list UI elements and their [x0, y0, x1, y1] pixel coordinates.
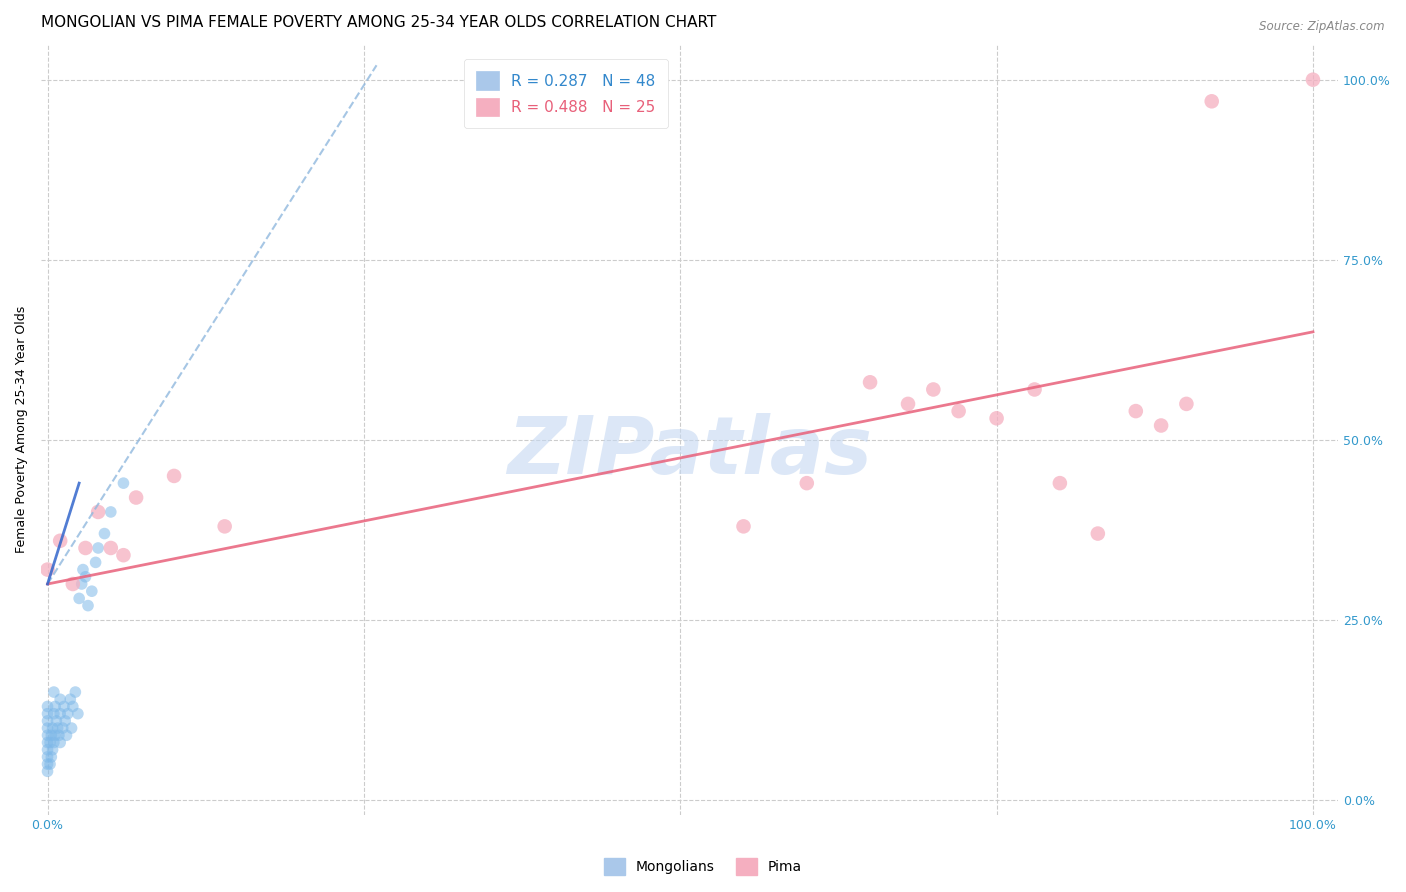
Point — [55, 728, 77, 742]
Point — [87, 541, 110, 555]
Point — [42, 685, 65, 699]
Point — [37, 750, 59, 764]
Point — [87, 505, 110, 519]
Point — [897, 397, 920, 411]
Point — [100, 541, 122, 555]
Point — [948, 404, 970, 418]
Point — [37, 764, 59, 779]
Point — [84, 555, 107, 569]
Point — [1125, 404, 1147, 418]
Point — [37, 742, 59, 756]
Point — [1175, 397, 1198, 411]
Point — [125, 491, 148, 505]
Point — [922, 383, 945, 397]
Point — [49, 692, 72, 706]
Point — [986, 411, 1008, 425]
Legend: R = 0.287   N = 48, R = 0.488   N = 25: R = 0.287 N = 48, R = 0.488 N = 25 — [464, 59, 668, 128]
Point — [66, 706, 89, 721]
Point — [49, 735, 72, 749]
Point — [37, 721, 59, 735]
Point — [37, 735, 59, 749]
Legend: Mongolians, Pima: Mongolians, Pima — [599, 853, 807, 880]
Point — [44, 728, 66, 742]
Point — [60, 721, 83, 735]
Point — [56, 706, 79, 721]
Point — [1049, 476, 1071, 491]
Point — [62, 577, 84, 591]
Point — [163, 469, 186, 483]
Point — [37, 563, 59, 577]
Point — [65, 685, 87, 699]
Point — [67, 591, 90, 606]
Point — [1024, 383, 1046, 397]
Point — [49, 706, 72, 721]
Point — [49, 533, 72, 548]
Point — [42, 735, 65, 749]
Text: Source: ZipAtlas.com: Source: ZipAtlas.com — [1260, 20, 1385, 33]
Point — [37, 699, 59, 714]
Point — [62, 699, 84, 714]
Point — [100, 505, 122, 519]
Point — [80, 584, 103, 599]
Point — [214, 519, 236, 533]
Point — [75, 570, 97, 584]
Point — [52, 699, 75, 714]
Text: ZIPatlas: ZIPatlas — [508, 413, 872, 491]
Point — [70, 577, 93, 591]
Point — [46, 721, 69, 735]
Point — [112, 476, 135, 491]
Point — [37, 728, 59, 742]
Point — [42, 706, 65, 721]
Point — [39, 757, 62, 772]
Point — [733, 519, 755, 533]
Text: MONGOLIAN VS PIMA FEMALE POVERTY AMONG 25-34 YEAR OLDS CORRELATION CHART: MONGOLIAN VS PIMA FEMALE POVERTY AMONG 2… — [41, 15, 717, 30]
Point — [859, 376, 882, 390]
Point — [39, 750, 62, 764]
Point — [39, 728, 62, 742]
Point — [72, 563, 94, 577]
Point — [1087, 526, 1109, 541]
Point — [75, 541, 97, 555]
Point — [45, 714, 67, 728]
Point — [44, 699, 66, 714]
Point — [1201, 95, 1223, 109]
Point — [52, 721, 75, 735]
Point — [1150, 418, 1173, 433]
Point — [93, 526, 115, 541]
Point — [59, 692, 82, 706]
Point — [796, 476, 818, 491]
Y-axis label: Female Poverty Among 25-34 Year Olds: Female Poverty Among 25-34 Year Olds — [15, 305, 28, 553]
Point — [39, 735, 62, 749]
Point — [48, 728, 70, 742]
Point — [77, 599, 100, 613]
Point — [37, 714, 59, 728]
Point — [41, 721, 63, 735]
Point — [37, 757, 59, 772]
Point — [1302, 72, 1324, 87]
Point — [37, 706, 59, 721]
Point — [112, 548, 135, 562]
Point — [53, 714, 76, 728]
Point — [41, 742, 63, 756]
